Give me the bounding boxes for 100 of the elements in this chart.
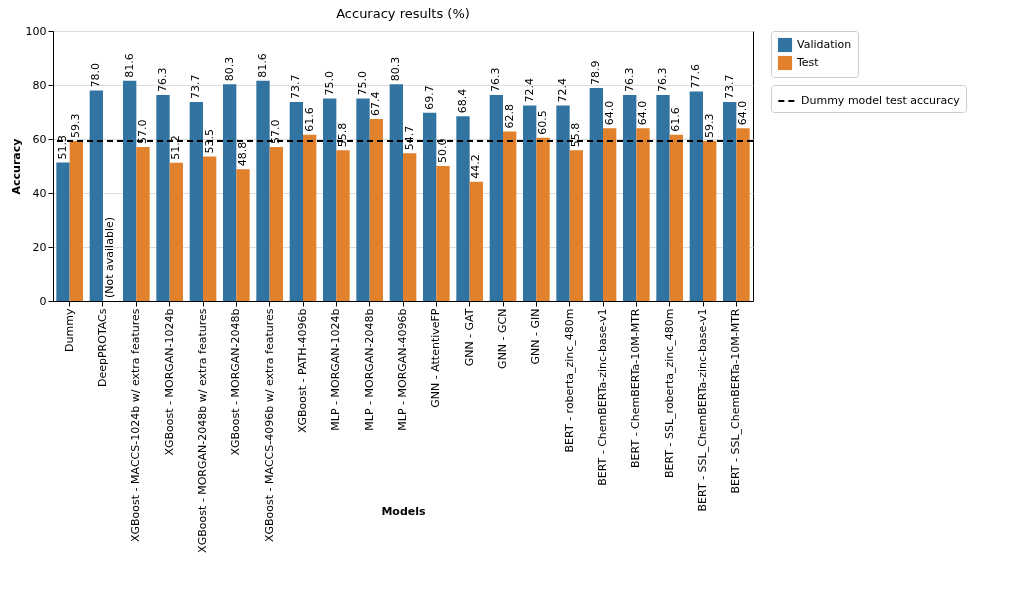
data-label: 81.6 — [256, 53, 269, 78]
legend-label: Validation — [797, 38, 852, 51]
bar — [69, 140, 83, 301]
bar — [436, 166, 450, 301]
bar — [669, 134, 683, 301]
data-label: 76.3 — [489, 67, 503, 92]
bar — [489, 94, 503, 301]
x-tick-label: GNN - GIN — [529, 308, 543, 365]
data-label: 55.8 — [336, 122, 349, 148]
data-label: 64.0 — [736, 100, 749, 126]
data-label: 55.8 — [569, 122, 583, 148]
data-label: 76.3 — [156, 67, 169, 92]
data-label: 73.7 — [722, 74, 736, 100]
data-label: 75.0 — [356, 71, 369, 96]
x-tick-label: GNN - GCN — [496, 308, 509, 369]
bar — [623, 94, 637, 301]
bar — [289, 102, 303, 301]
y-tick-label: 60 — [32, 132, 47, 146]
y-tick-label: 40 — [32, 186, 47, 200]
bar — [456, 116, 470, 301]
data-label: 60.5 — [536, 110, 549, 135]
x-tick-label: XGBoost - MORGAN-2048b — [229, 308, 243, 456]
bar — [123, 80, 137, 301]
bar — [569, 150, 583, 301]
data-label: 64.0 — [636, 100, 649, 126]
bar — [723, 102, 737, 301]
x-tick-label: DeepPROTACs — [96, 308, 109, 388]
data-label: 62.8 — [502, 103, 516, 129]
bar — [656, 94, 670, 301]
x-tick-label: BERT - ChemBERTa-zinc-base-v1 — [596, 308, 609, 486]
data-label: 44.2 — [469, 154, 483, 179]
bar — [236, 169, 250, 301]
bar — [703, 140, 717, 301]
x-tick-label: BERT - SSL_ChemBERTa-10M-MTR — [729, 308, 743, 494]
bar — [323, 98, 337, 301]
bar — [536, 137, 550, 301]
bar — [403, 153, 417, 301]
x-tick-label: XGBoost - PATH-4096b — [296, 308, 309, 434]
x-tick-label: XGBoost - MORGAN-1024b — [162, 308, 176, 456]
data-label: 68.4 — [456, 88, 469, 114]
x-tick-label: XGBoost - MORGAN-2048b w/ extra features — [196, 308, 209, 553]
data-label: 78.9 — [589, 60, 603, 85]
x-tick-label: BERT - SSL_ChemBERTa-zinc-base-v1 — [696, 308, 709, 512]
bar — [223, 84, 237, 301]
bar — [336, 150, 350, 301]
data-label: 78.0 — [89, 62, 103, 88]
bar — [603, 128, 617, 301]
data-label: 72.4 — [556, 78, 569, 103]
bar — [136, 147, 150, 301]
data-label: 73.7 — [189, 74, 203, 100]
data-label: 59.3 — [702, 113, 716, 138]
bar — [736, 128, 750, 301]
bar — [689, 91, 703, 301]
x-tick-label: MLP - MORGAN-4096b — [396, 308, 409, 431]
x-tick-label: GNN - GAT — [462, 308, 476, 367]
data-label: 61.6 — [302, 107, 316, 132]
x-tick-label: Dummy — [62, 308, 76, 352]
x-tick-label: MLP - MORGAN-2048b — [362, 308, 376, 431]
bar — [189, 102, 203, 301]
bar — [556, 105, 570, 301]
x-tick-label: XGBoost - MACCS-1024b w/ extra features — [129, 308, 143, 542]
data-label: 64.0 — [602, 100, 616, 126]
x-tick-label: BERT - SSL_roberta_zinc_480m — [662, 308, 676, 479]
data-label: 76.3 — [622, 67, 636, 92]
data-label: (Not available) — [102, 216, 116, 298]
y-tick-label: 0 — [39, 294, 47, 308]
chart-title: Accuracy results (%) — [336, 6, 470, 21]
data-label: 75.0 — [322, 71, 336, 96]
data-label: 76.3 — [656, 67, 669, 92]
bar — [156, 94, 170, 301]
bar — [389, 84, 403, 301]
data-label: 67.4 — [369, 91, 383, 117]
data-label: 77.6 — [689, 63, 703, 89]
bar — [636, 128, 650, 301]
data-label: 69.7 — [422, 85, 436, 110]
y-axis-title: Accuracy — [9, 138, 23, 195]
bar — [303, 134, 317, 301]
bar — [423, 112, 437, 301]
data-label: 81.6 — [122, 53, 136, 78]
bar — [356, 98, 370, 301]
x-tick-label: XGBoost - MACCS-4096b w/ extra features — [262, 308, 276, 542]
data-label: 80.3 — [222, 56, 236, 82]
data-label: 80.3 — [389, 56, 403, 82]
x-tick-label: MLP - MORGAN-1024b — [329, 308, 343, 431]
bar — [503, 131, 517, 301]
legend-label: Test — [796, 56, 820, 69]
data-label: 73.7 — [289, 74, 303, 100]
data-label: 61.6 — [669, 107, 683, 132]
bar — [203, 156, 217, 301]
data-label: 48.8 — [236, 141, 249, 167]
y-tick-label: 20 — [32, 240, 47, 254]
x-tick-label: BERT - roberta_zinc_480m — [562, 308, 576, 453]
y-tick-label: 80 — [32, 78, 47, 92]
legend-label: Dummy model test accuracy — [801, 94, 961, 107]
bar — [369, 119, 383, 301]
bar — [469, 181, 483, 301]
bar — [169, 162, 183, 301]
data-label: 59.3 — [69, 113, 83, 138]
bar — [89, 90, 103, 301]
bar — [589, 87, 603, 301]
